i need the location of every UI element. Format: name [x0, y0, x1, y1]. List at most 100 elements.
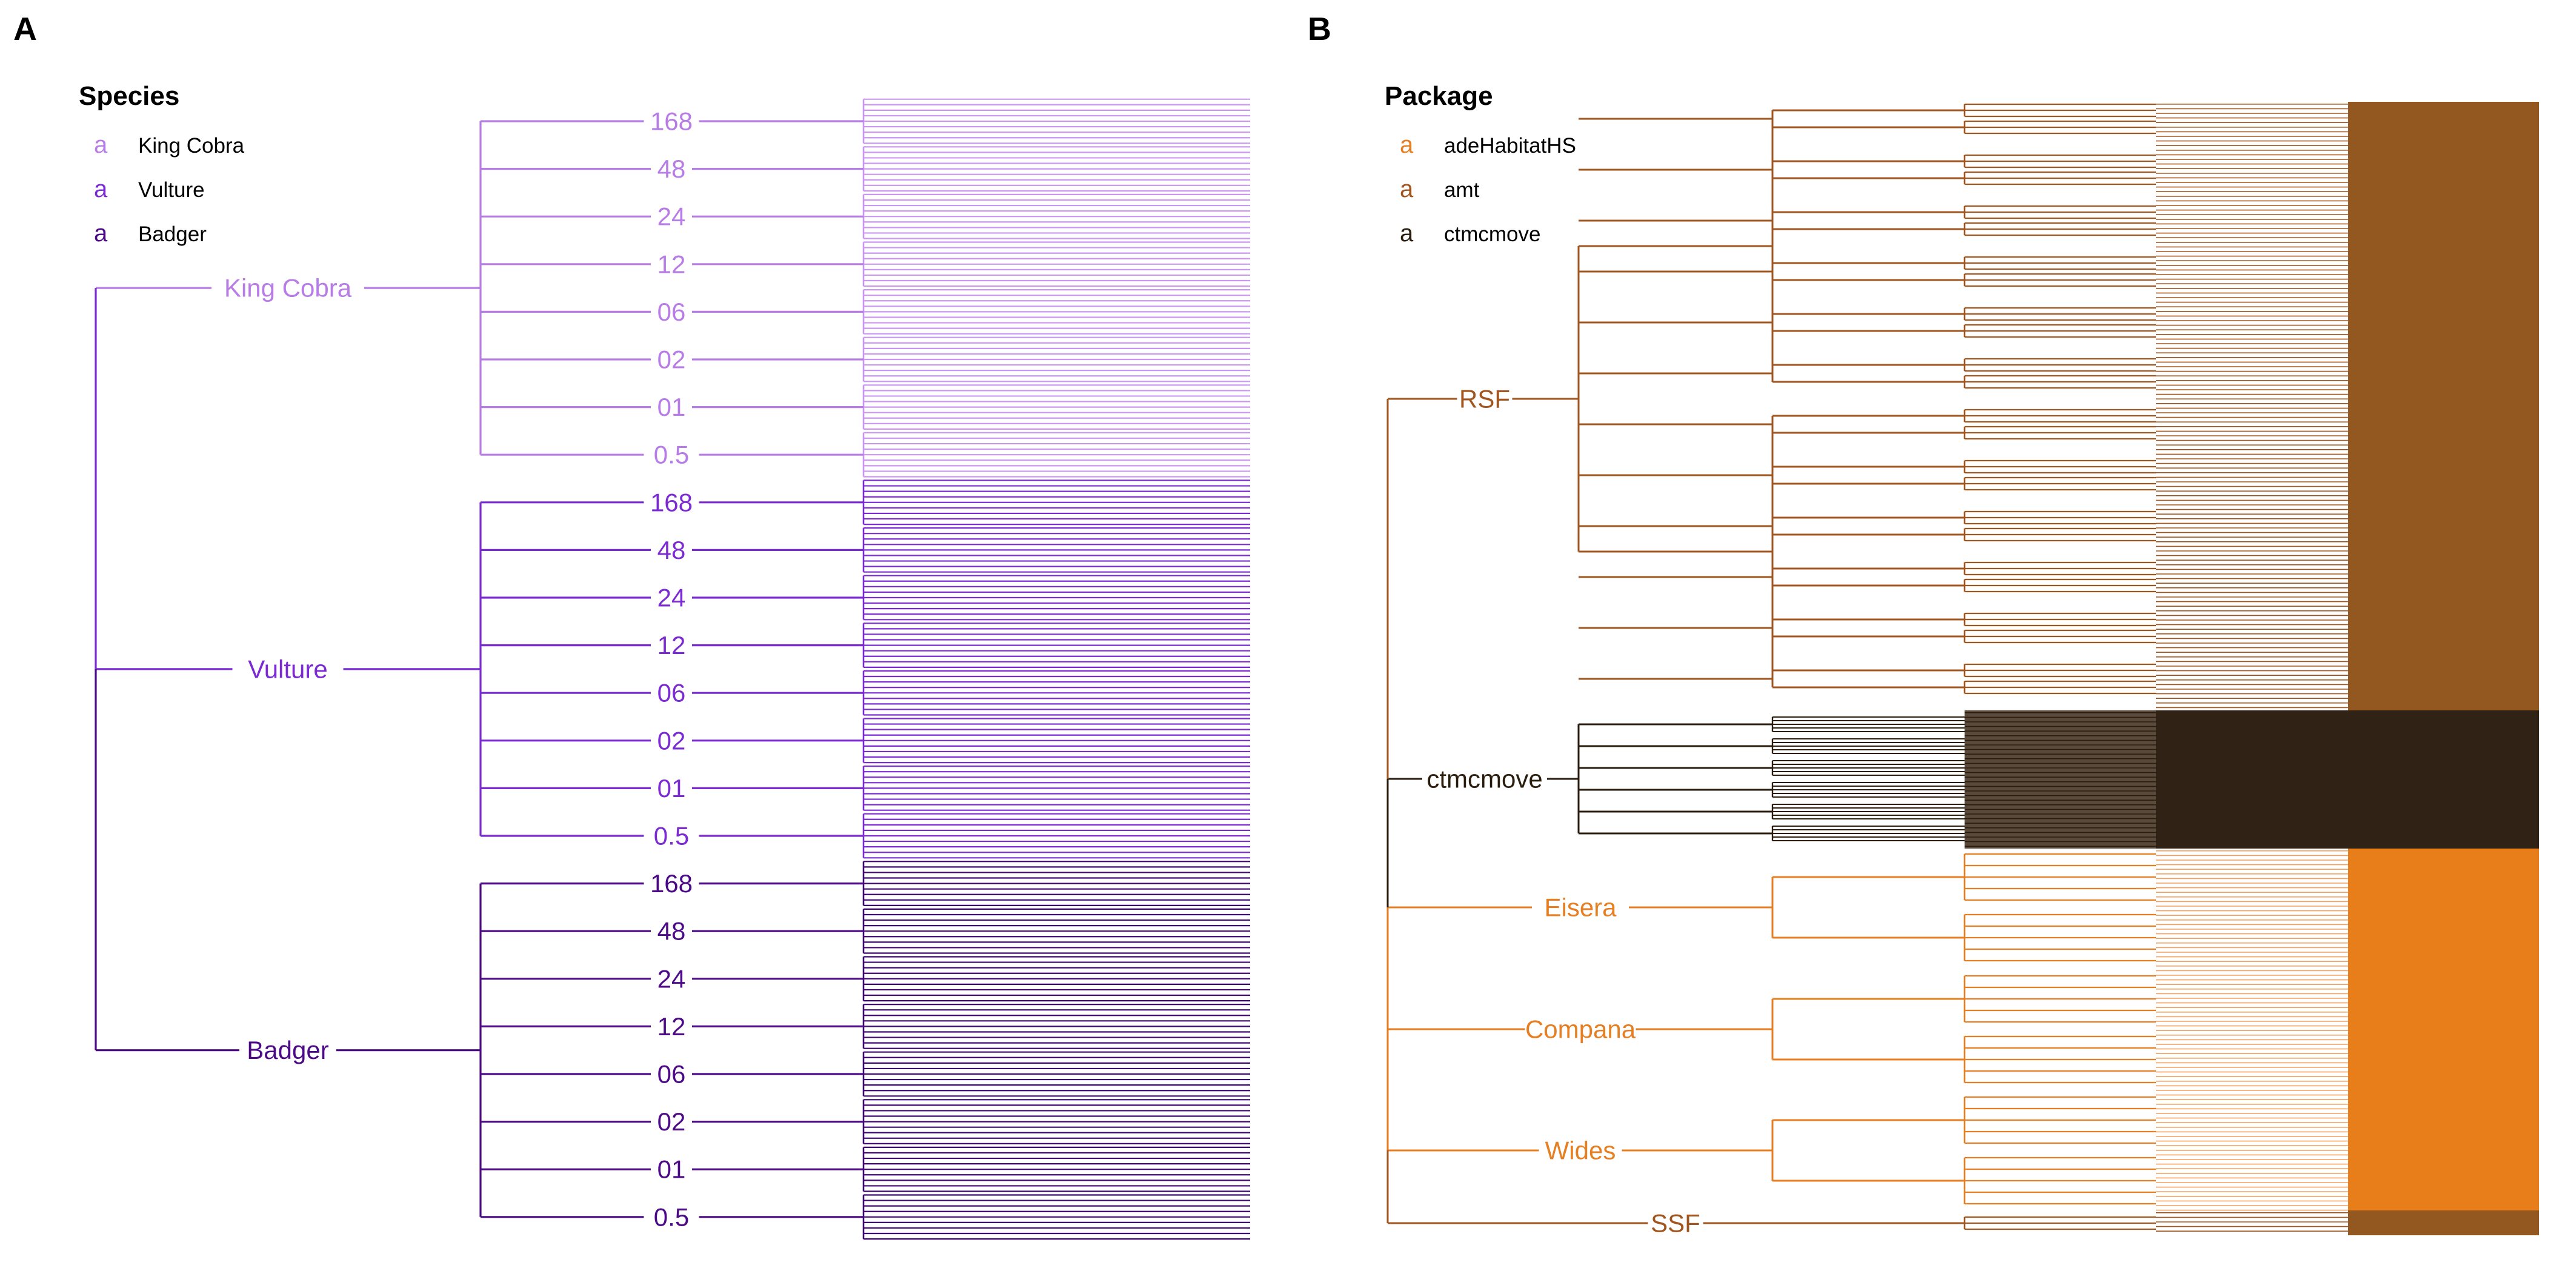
sub-label-king-cobra-01-knockout: [651, 390, 692, 424]
sub-label-vulture-01: 01: [657, 774, 686, 802]
band-ctmcmove-1: [2348, 710, 2539, 849]
sub-label-vulture-24-knockout: [651, 581, 692, 615]
sub-label-badger-01-knockout: [651, 1152, 692, 1187]
legend-label-vulture: Vulture: [138, 178, 205, 202]
sub-label-vulture-48: 48: [657, 536, 686, 564]
sub-label-vulture-02-knockout: [651, 723, 692, 758]
species-tree-labels: 168 48 24 12 06 02 01 0.5 King Cobra 168 48 24 12 06 0…: [211, 104, 699, 1234]
band-ssf-3: [2348, 1210, 2539, 1235]
sub-label-king-cobra-01: 01: [657, 393, 686, 421]
package-tree-bands: [1965, 102, 2539, 1235]
sub-label-vulture-12: 12: [657, 631, 686, 659]
panel-a-label: A: [13, 11, 37, 47]
sub-label-badger-48-knockout: [651, 914, 692, 949]
sub-label-king-cobra-24-knockout: [651, 199, 692, 234]
legend-label-king-cobra: King Cobra: [138, 134, 245, 158]
legend-item-king-cobra: a King Cobra: [94, 132, 245, 158]
package-tree-leaves: [1965, 104, 2348, 1232]
group-label-eisera-knockout: [1532, 890, 1629, 924]
panel-a: A Species a King Cobra a Vulture a Badge…: [13, 11, 1250, 1240]
sub-label-king-cobra-48-knockout: [651, 152, 692, 186]
sub-label-badger-168: 168: [650, 869, 693, 898]
group-label-ssf: SSF: [1651, 1209, 1700, 1238]
sub-label-badger-02: 02: [657, 1107, 686, 1136]
sub-label-vulture-0-5-knockout: [644, 819, 699, 853]
package-tree-labels: RSF ctmcmove Eisera Compana Wides SSF: [1422, 382, 1703, 1240]
legend-key-amt: a: [1400, 176, 1414, 202]
sub-label-badger-06: 06: [657, 1060, 686, 1089]
species-tree: 168 48 24 12 06 02 01 0.5 King Cobra 168 48 24 12 06 0…: [95, 98, 1250, 1240]
species-tree-branches: [95, 99, 865, 1240]
species-legend: Species a King Cobra a Vulture a Badger: [79, 81, 245, 247]
sub-label-king-cobra-06-knockout: [651, 295, 692, 329]
legend-key-adehabitaths: a: [1400, 132, 1414, 158]
panel-b-label: B: [1308, 11, 1331, 47]
sub-label-badger-0-5: 0.5: [654, 1203, 689, 1231]
legend-key-ctmcmove: a: [1400, 220, 1414, 247]
sub-label-king-cobra-168-knockout: [644, 104, 699, 138]
sub-label-king-cobra-0-5: 0.5: [654, 441, 689, 469]
sub-label-king-cobra-06: 06: [657, 298, 686, 326]
sub-label-badger-02-knockout: [651, 1104, 692, 1139]
sub-label-king-cobra-168: 168: [650, 107, 693, 136]
legend-label-amt: amt: [1444, 178, 1480, 202]
group-label-vulture-knockout: [232, 652, 344, 686]
sub-label-king-cobra-02-knockout: [651, 342, 692, 376]
sub-label-vulture-0-5: 0.5: [654, 822, 689, 850]
sub-label-king-cobra-0-5-knockout: [644, 438, 699, 472]
group-label-king-cobra: King Cobra: [224, 274, 352, 302]
legend-key-badger: a: [94, 220, 108, 247]
sub-label-vulture-48-knockout: [651, 533, 692, 567]
sub-label-king-cobra-12: 12: [657, 250, 686, 278]
group-label-vulture: Vulture: [248, 655, 328, 683]
legend-label-badger: Badger: [138, 222, 207, 246]
sub-label-vulture-168-knockout: [644, 485, 699, 519]
band-ctmcmove-left: [1965, 710, 2156, 849]
band-ctmcmove-mid: [2156, 710, 2348, 849]
legend-item-adehabitaths: a adeHabitatHS: [1400, 132, 1576, 158]
sub-label-badger-24: 24: [657, 964, 686, 993]
sub-label-king-cobra-24: 24: [657, 202, 686, 231]
package-tree: RSF ctmcmove Eisera Compana Wides SSF: [1386, 102, 2539, 1240]
package-legend-title: Package: [1385, 81, 1493, 111]
sub-label-vulture-24: 24: [657, 584, 686, 612]
sub-label-vulture-06-knockout: [651, 676, 692, 710]
group-label-wides: Wides: [1545, 1136, 1616, 1165]
group-label-compana-knockout: [1525, 1012, 1636, 1046]
legend-label-ctmcmove: ctmcmove: [1444, 222, 1540, 246]
legend-item-vulture: a Vulture: [94, 176, 205, 202]
sub-label-badger-06-knockout: [651, 1057, 692, 1091]
legend-label-adehabitaths: adeHabitatHS: [1444, 134, 1576, 158]
sub-label-vulture-02: 02: [657, 726, 686, 755]
group-label-compana: Compana: [1525, 1015, 1636, 1044]
band-eisera-2: [2348, 849, 2539, 1210]
sub-label-badger-0-5-knockout: [644, 1200, 699, 1234]
legend-item-badger: a Badger: [94, 220, 207, 247]
group-label-wides-knockout: [1539, 1133, 1622, 1167]
group-label-ctmcmove-knockout: [1422, 762, 1547, 796]
sub-label-king-cobra-12-knockout: [651, 247, 692, 281]
sub-label-badger-12: 12: [657, 1012, 686, 1041]
sub-label-vulture-06: 06: [657, 679, 686, 707]
panel-b: B Package a adeHabitatHS a amt a ctmcmov…: [1308, 11, 2539, 1240]
group-label-badger-knockout: [239, 1033, 336, 1067]
sub-label-badger-48: 48: [657, 917, 686, 946]
sub-label-vulture-12-knockout: [651, 628, 692, 662]
legend-key-king-cobra: a: [94, 132, 108, 158]
sub-label-badger-12-knockout: [651, 1009, 692, 1044]
group-label-ctmcmove: ctmcmove: [1426, 765, 1542, 793]
sub-label-vulture-01-knockout: [651, 771, 692, 806]
species-legend-title: Species: [79, 81, 179, 111]
group-label-rsf: RSF: [1459, 385, 1510, 413]
sub-label-king-cobra-48: 48: [657, 155, 686, 183]
group-label-ssf-knockout: [1648, 1206, 1703, 1240]
sub-label-badger-01: 01: [657, 1155, 686, 1184]
group-label-king-cobra-knockout: [211, 271, 364, 305]
group-label-rsf-knockout: [1457, 382, 1513, 416]
sub-label-badger-168-knockout: [644, 866, 699, 901]
sub-label-badger-24-knockout: [651, 961, 692, 996]
group-label-badger: Badger: [247, 1036, 328, 1064]
legend-item-amt: a amt: [1400, 176, 1480, 202]
sub-label-vulture-168: 168: [650, 488, 693, 516]
